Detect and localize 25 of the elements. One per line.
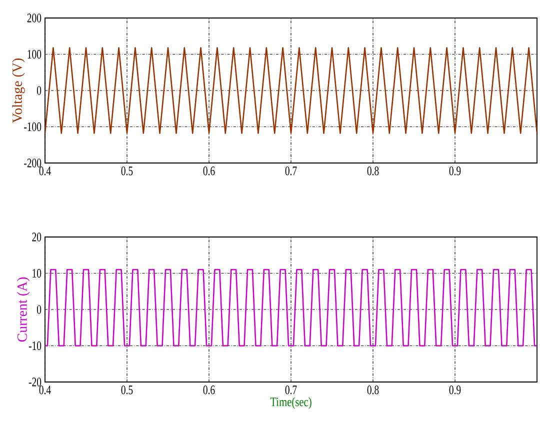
y-tick-label: 10 (32, 268, 42, 278)
y-tick-label: -20 (28, 378, 42, 386)
x-tick-label: 0.5 (121, 166, 133, 176)
y-tick-label: 200 (27, 14, 42, 22)
y-axis-title: Voltage (V) (12, 58, 25, 123)
x-tick-label: 0.7 (285, 386, 297, 394)
x-tick-label: 0.8 (367, 386, 379, 394)
y-tick-label: -200 (24, 158, 42, 168)
x-tick-label: 0.4 (39, 166, 51, 176)
x-tick-label: 0.6 (203, 386, 215, 394)
y-tick-label: -100 (24, 122, 42, 132)
x-tick-label: 0.4 (39, 386, 51, 394)
y-tick-label: 100 (28, 50, 42, 59)
y-axis-title: Current (A) (17, 277, 30, 342)
x-tick-label: 0.7 (285, 166, 297, 176)
y-tick-label: 0 (37, 86, 42, 95)
y-tick-label: 0 (37, 305, 42, 314)
x-tick-label: 0.8 (367, 166, 379, 176)
x-tick-label: 0.9 (449, 386, 461, 394)
x-tick-label: 0.6 (203, 166, 215, 176)
x-axis-title: Time(sec) (270, 397, 312, 409)
x-tick-label: 0.9 (449, 166, 461, 176)
y-tick-label: -10 (28, 341, 42, 350)
x-tick-label: 0.5 (121, 386, 133, 394)
y-tick-label: 20 (32, 232, 42, 242)
